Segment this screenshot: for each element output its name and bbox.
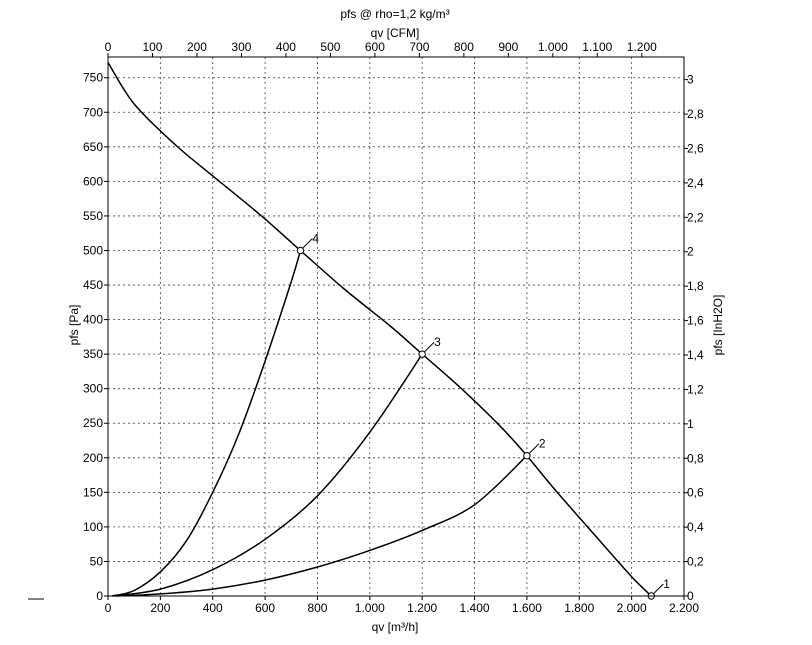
- x-tick-label: 2.200: [669, 601, 699, 615]
- y-axis-label: pfs [Pa]: [67, 305, 81, 346]
- y-tick-label: 500: [83, 243, 103, 257]
- x-tick-label: 2.000: [617, 601, 647, 615]
- x2-tick-label: 100: [142, 40, 162, 54]
- y2-tick-label: 0,4: [687, 520, 704, 534]
- x2-tick-label: 300: [231, 40, 251, 54]
- operating-point-label: 1: [663, 577, 670, 591]
- curves: [107, 62, 652, 597]
- y2-tick-label: 2: [687, 245, 694, 259]
- x-tick-label: 1.400: [460, 601, 490, 615]
- y2-tick-label: 0: [687, 589, 694, 603]
- y2-tick-label: 1,6: [687, 314, 704, 328]
- operating-point-4: [296, 246, 305, 255]
- x2-tick-label: 1.200: [627, 40, 657, 54]
- y-tick-label: 300: [83, 382, 103, 396]
- y2-tick-label: 2,6: [687, 141, 704, 155]
- y-tick-label: 0: [96, 589, 103, 603]
- y2-tick-label: 1: [687, 417, 694, 431]
- y2-tick-label: 3: [687, 73, 694, 87]
- y2-tick-label: 0,2: [687, 555, 704, 569]
- y2-tick-label: 1,4: [687, 348, 704, 362]
- x2-tick-label: 0: [105, 40, 112, 54]
- x2-tick-label: 900: [498, 40, 518, 54]
- x2-tick-label: 200: [187, 40, 207, 54]
- y-tick-label: 100: [83, 520, 103, 534]
- y-tick-label: 50: [90, 554, 104, 568]
- operating-point-label: 2: [539, 437, 546, 451]
- y-tick-label: 200: [83, 451, 103, 465]
- y-tick-label: 600: [83, 174, 103, 188]
- y2-tick-label: 2,4: [687, 176, 704, 190]
- y-tick-label: 350: [83, 347, 103, 361]
- y-tick-label: 750: [83, 71, 103, 85]
- operating-point-label: 3: [434, 335, 441, 349]
- x-tick-label: 1.000: [355, 601, 385, 615]
- x-tick-label: 1.600: [512, 601, 542, 615]
- plot-frame: [107, 56, 685, 597]
- axis-ticks: 0 200 400 600 800 1.000 1.200 1.400 1.600 1.800 2.…: [83, 40, 704, 615]
- y-tick-label: 450: [83, 278, 103, 292]
- x2-axis-label: qv [CFM]: [371, 26, 420, 40]
- x2-tick-label: 500: [320, 40, 340, 54]
- operating-point-2: [523, 452, 531, 460]
- system-curve-3: [113, 353, 423, 597]
- fan-curve: [107, 62, 652, 597]
- y-tick-label: 650: [83, 140, 103, 154]
- x2-tick-label: 1.100: [582, 40, 612, 54]
- x-tick-label: 800: [307, 601, 327, 615]
- x-axis-label: qv [m³/h]: [372, 620, 419, 634]
- grid: [108, 57, 684, 596]
- y2-tick-label: 1,8: [687, 279, 704, 293]
- y-tick-label: 550: [83, 209, 103, 223]
- y2-tick-label: 0,8: [687, 451, 704, 465]
- y2-tick-label: 2,2: [687, 210, 704, 224]
- y-tick-label: 150: [83, 485, 103, 499]
- operating-point-3: [418, 350, 426, 358]
- x-tick-label: 1.800: [564, 601, 594, 615]
- x2-tick-label: 800: [454, 40, 474, 54]
- system-curve-2: [115, 455, 528, 597]
- y-tick-label: 250: [83, 416, 103, 430]
- system-curve-4: [111, 250, 302, 597]
- y-tick-label: 700: [83, 105, 103, 119]
- y2-tick-label: 2,8: [687, 107, 704, 121]
- x2-tick-label: 600: [365, 40, 385, 54]
- x-tick-label: 0: [105, 601, 112, 615]
- y2-axis-label: pfs [InH2O]: [711, 295, 725, 356]
- chart-title: pfs @ rho=1,2 kg/m³: [340, 7, 449, 21]
- x-tick-label: 1.200: [407, 601, 437, 615]
- x2-tick-label: 400: [276, 40, 296, 54]
- y2-tick-label: 0,6: [687, 486, 704, 500]
- x2-tick-label: 700: [409, 40, 429, 54]
- operating-points: 1 2 3 4: [296, 231, 670, 600]
- y-tick-label: 400: [83, 313, 103, 327]
- x-tick-label: 200: [150, 601, 170, 615]
- x-tick-label: 600: [255, 601, 275, 615]
- x-tick-label: 400: [203, 601, 223, 615]
- operating-point-label: 4: [312, 231, 319, 245]
- y2-tick-label: 1,2: [687, 382, 704, 396]
- x2-tick-label: 1.000: [538, 40, 568, 54]
